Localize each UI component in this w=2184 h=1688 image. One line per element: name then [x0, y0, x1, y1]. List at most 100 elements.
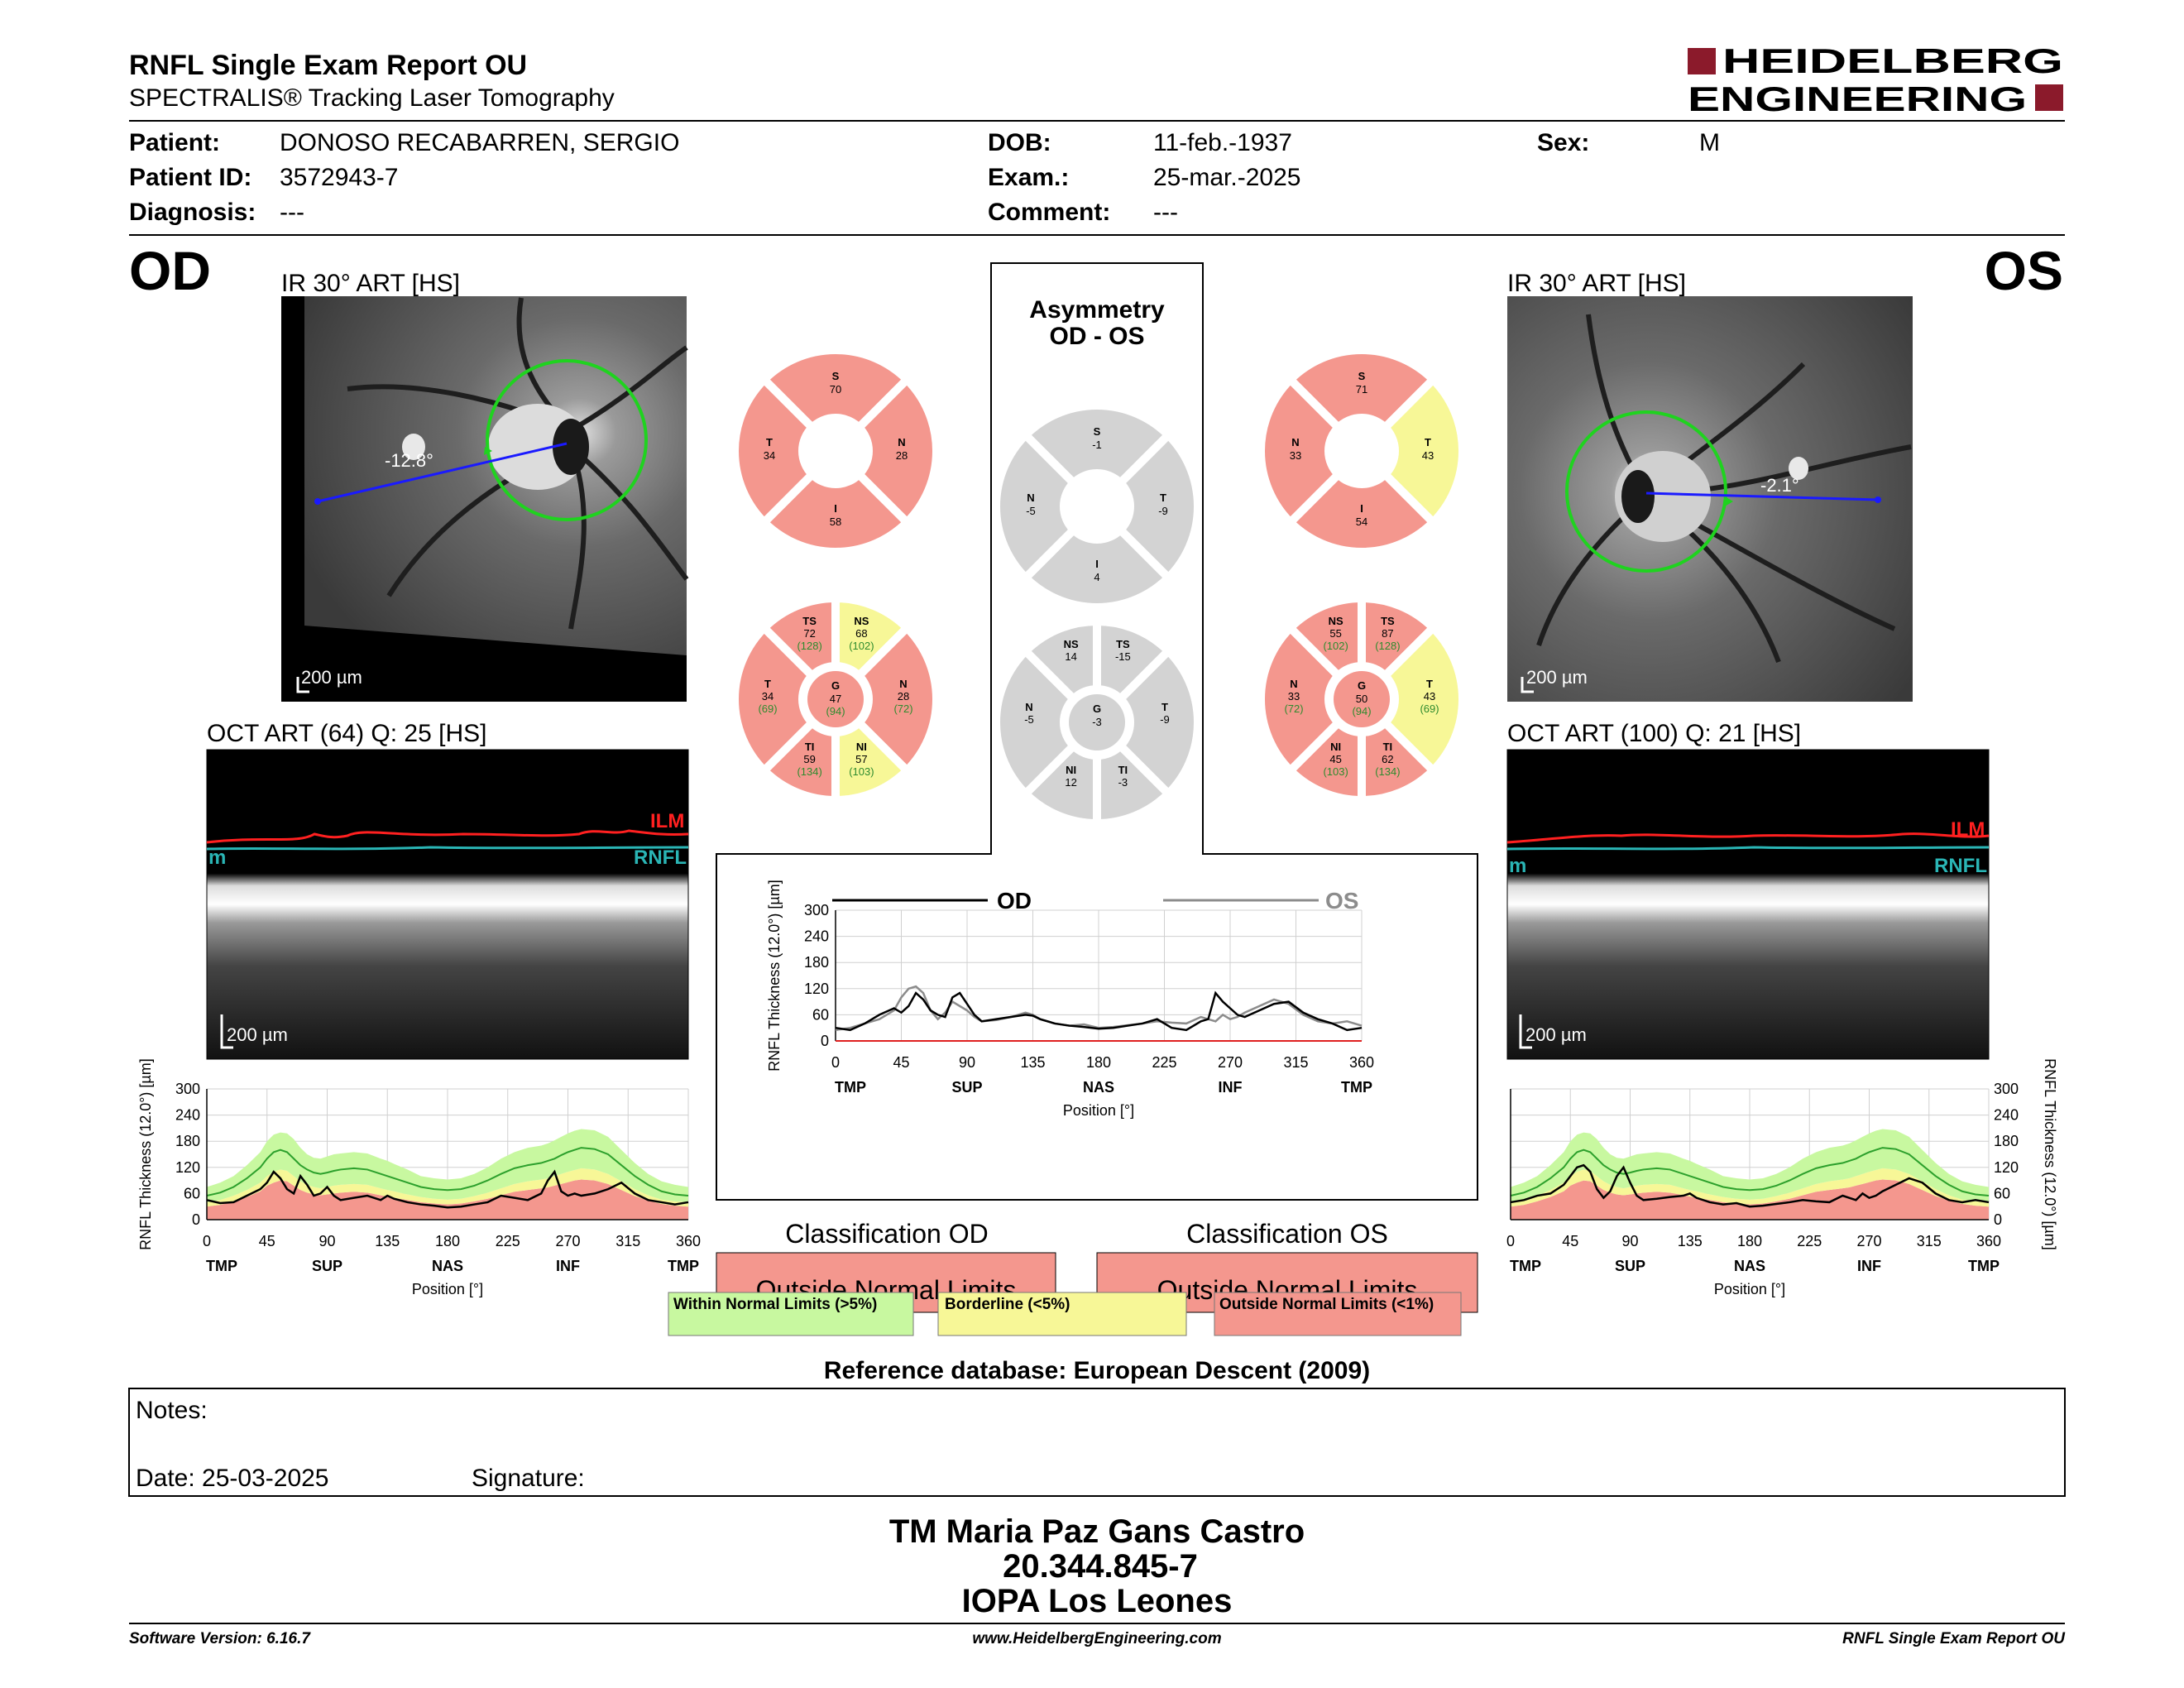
od-sectors6-sector-t [730, 621, 818, 777]
od-chart-region-label: NAS [432, 1258, 463, 1274]
os-sectors6-sector-ns [1284, 593, 1366, 682]
notes-signature: Signature: [472, 1465, 585, 1492]
od-sectors6-value-t: 34 [762, 690, 774, 703]
asymmetry-subtitle: OD - OS [1049, 323, 1144, 350]
cmp-chart-region-label: TMP [835, 1079, 866, 1096]
asym-sectors6-value-ts: -15 [1115, 650, 1131, 663]
asym-sectors4-value-t: -9 [1158, 505, 1168, 517]
od-chart-y-tick: 300 [175, 1081, 200, 1097]
od-chart-band-green [207, 1129, 688, 1202]
od-chart-y-tick: 240 [175, 1107, 200, 1124]
os-sectors4-label-n: N [1291, 436, 1299, 448]
notes-date: Date: 25-03-2025 [136, 1465, 329, 1492]
os-chart-y-tick: 0 [1994, 1211, 2002, 1228]
signer-name: TM Maria Paz Gans Castro [889, 1513, 1305, 1550]
footer-version: Software Version: 6.16.7 [129, 1630, 311, 1647]
classification-od-title: Classification OD [785, 1219, 988, 1249]
os-chart-line-os [1510, 1163, 1990, 1208]
comment-value: --- [1153, 199, 1178, 226]
od-chart-y-tick: 120 [175, 1159, 200, 1176]
cmp-chart-line-od [835, 990, 1363, 1032]
od-thickness-chart: 0 60 120 180 240 300 0 45 90 135 180 225 270 315 360 TM… [137, 1058, 701, 1297]
os-chart-region-label: INF [1857, 1258, 1881, 1274]
asym-sectors6-value-ns: 14 [1065, 650, 1076, 663]
cmp-chart-y-tick: 240 [804, 928, 829, 945]
asym-sectors4-label-i: I [1095, 558, 1099, 570]
od-sectors4-label-n: N [898, 436, 905, 448]
os-scale: 200 µm [1526, 667, 1588, 688]
od-ir-title: IR 30° ART [HS] [281, 270, 460, 297]
od-chart-x-tick: 270 [555, 1233, 580, 1249]
od-chart-x-tick: 90 [318, 1233, 335, 1249]
report-title: RNFL Single Exam Report OU [129, 50, 527, 81]
logo-square-top [1688, 48, 1716, 74]
os-chart-region-label: NAS [1734, 1258, 1765, 1274]
od-sectors6-sector-ts [758, 593, 840, 682]
od-sectors6-label-ns: NS [854, 615, 869, 627]
od-chart-region-label: SUP [312, 1258, 342, 1274]
od-chart-y-tick: 0 [192, 1211, 200, 1228]
od-scale: 200 µm [301, 667, 362, 688]
os-sectors6-norm-ti: (134) [1375, 765, 1400, 778]
diagnosis-label: Diagnosis: [129, 199, 256, 226]
asym-sectors6-sector-g [1069, 694, 1125, 750]
os-thickness-chart: 0 60 120 180 240 300 0 45 90 135 180 225 270 315 360 TM… [1506, 1058, 2058, 1297]
os-sectors6-label-ns: NS [1329, 615, 1343, 627]
sex-value: M [1699, 129, 1720, 156]
od-sectors4-value-s: 70 [830, 383, 841, 396]
asym-sectors6-value-ni: 12 [1065, 776, 1076, 789]
report-subtitle: SPECTRALIS® Tracking Laser Tomography [129, 84, 615, 112]
os-sectors6-label-ni: NI [1330, 741, 1341, 753]
cmp-chart-x-tick: 225 [1152, 1054, 1176, 1071]
asym-sectors6-value-ti: -3 [1118, 776, 1128, 789]
od-chart-x-tick: 180 [435, 1233, 460, 1249]
asym-sectors4: S-1 T-9 I4 N-5 [992, 401, 1202, 611]
od-angle: -12.8° [385, 450, 433, 471]
os-scan-circle [1565, 410, 1727, 573]
comparison-chart: 0 60 120 180 240 300 0 45 90 135 180 225 270 315 360 TM… [766, 880, 1374, 1119]
asymmetry-title: Asymmetry [1029, 296, 1165, 324]
od-sectors6-value-ns: 68 [855, 627, 867, 640]
od-sectors6-norm-g: (94) [826, 705, 845, 717]
legend-od-label: OD [997, 888, 1032, 914]
od-sectors6-sector-g [807, 671, 864, 727]
od-chart-x-tick: 225 [496, 1233, 520, 1249]
os-label: OS [1985, 240, 2063, 301]
classification-os-title: Classification OS [1186, 1219, 1388, 1249]
os-sectors4: S71 T43 I54 N33 [1257, 346, 1467, 556]
od-chart-normal-line [206, 1147, 689, 1197]
os-chart-region-label: TMP [1510, 1258, 1541, 1274]
os-ilm-label: ILM [1951, 818, 1985, 841]
od-chart-ylabel: RNFL Thickness (12.0°) [µm] [137, 1058, 154, 1250]
od-chart-x-tick: 0 [203, 1233, 211, 1249]
os-sectors4-label-t: T [1425, 436, 1431, 448]
os-chart-x-tick: 360 [1976, 1233, 2001, 1249]
sector-center [1329, 418, 1395, 484]
od-scan-circle [486, 359, 648, 521]
asym-sectors6-label-ns: NS [1064, 638, 1079, 650]
asym-sectors6-sector-n [992, 645, 1080, 800]
legend-green-text: Within Normal Limits (>5%) [673, 1296, 877, 1313]
os-sectors4-value-t: 43 [1422, 449, 1434, 462]
legend-yellow-box [937, 1292, 1187, 1336]
logo-square-bottom [2035, 84, 2063, 111]
os-sectors6-sector-t [1379, 621, 1467, 777]
comment-label: Comment: [988, 199, 1110, 226]
os-sectors6-norm-t: (69) [1420, 703, 1439, 715]
asym-sectors6-label-g: G [1093, 703, 1101, 715]
cmp-chart-y-tick: 120 [804, 981, 829, 997]
od-sectors6-norm-t: (69) [758, 703, 777, 715]
os-oct-image: ILM RNFL m 200 µm [1506, 749, 1990, 1060]
os-chart-region-label: SUP [1615, 1258, 1645, 1274]
cmp-chart-region-label: SUP [951, 1079, 982, 1096]
os-rnfl-label: RNFL [1934, 855, 1987, 877]
asym-sectors6-sector-t [1114, 645, 1202, 800]
patient-value: DONOSO RECABARREN, SERGIO [280, 129, 679, 156]
footer-report-name: RNFL Single Exam Report OU [1842, 1630, 2066, 1647]
od-chart-region-label: INF [556, 1258, 580, 1274]
os-sectors6-norm-ts: (128) [1375, 640, 1400, 652]
os-rnfl-left: m [1509, 855, 1526, 877]
os-chart-x-tick: 270 [1856, 1233, 1881, 1249]
